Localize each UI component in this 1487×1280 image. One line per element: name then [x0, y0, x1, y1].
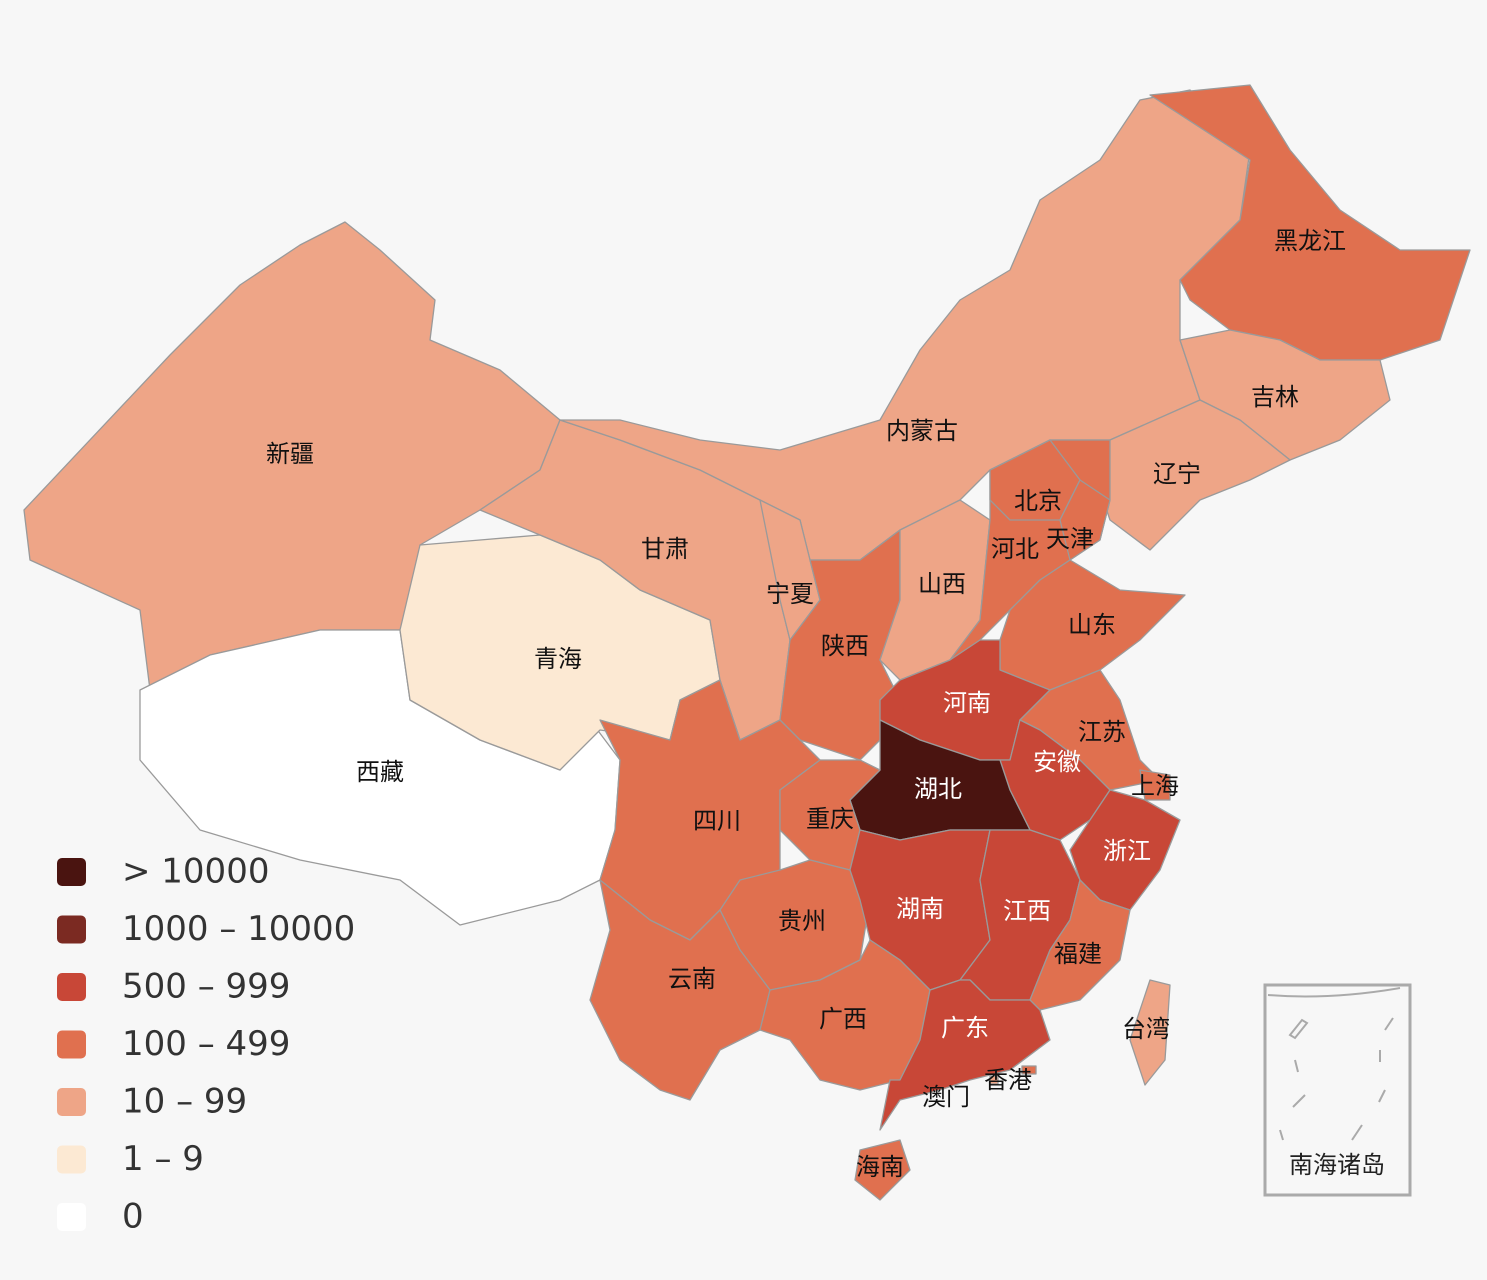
- province-label: 北京: [1014, 487, 1062, 515]
- province-label: 河南: [943, 689, 991, 717]
- legend-label: 1 – 9: [122, 1139, 204, 1179]
- province-label: 海南: [856, 1153, 904, 1181]
- legend-swatch: [57, 1145, 86, 1174]
- province-label: 云南: [668, 965, 716, 993]
- legend-label: > 10000: [122, 852, 269, 892]
- province-label: 湖北: [914, 775, 962, 803]
- province-label: 安徽: [1033, 748, 1081, 776]
- province: [1021, 1065, 1037, 1075]
- province-label: 黑龙江: [1274, 227, 1346, 255]
- province-label: 江西: [1003, 897, 1051, 925]
- province-label: 陕西: [821, 632, 869, 660]
- legend-label: 100 – 499: [122, 1024, 290, 1064]
- province-label: 上海: [1131, 772, 1179, 800]
- province-label: 广东: [941, 1014, 989, 1042]
- province: [1059, 479, 1111, 561]
- legend-label: 500 – 999: [122, 967, 290, 1007]
- province-label: 台湾: [1122, 1015, 1170, 1043]
- province-label: 香港: [984, 1066, 1032, 1094]
- legend-swatch: [57, 1203, 86, 1231]
- province-label: 山东: [1068, 611, 1116, 639]
- province-label: 浙江: [1103, 837, 1151, 865]
- legend: > 10000 1000 – 10000 500 – 999 100 – 499 10 …: [57, 852, 355, 1237]
- legend-label: 0: [122, 1197, 144, 1237]
- inset-label: 南海诸岛: [1289, 1151, 1385, 1179]
- province: [879, 979, 1051, 1131]
- province-label: 广西: [819, 1005, 867, 1033]
- province-label: 内蒙古: [886, 417, 958, 445]
- legend-swatch: [57, 1088, 86, 1116]
- province-label: 江苏: [1078, 718, 1126, 746]
- province: [1129, 979, 1171, 1086]
- legend-label: 10 – 99: [122, 1082, 247, 1122]
- province-label: 青海: [534, 645, 582, 673]
- province-label: 湖南: [896, 895, 944, 923]
- inset-coast: [1267, 987, 1401, 998]
- province-label: 甘肃: [641, 535, 689, 563]
- legend-swatch: [57, 915, 86, 944]
- province: [1069, 789, 1181, 911]
- legend-label: 1000 – 10000: [122, 909, 355, 949]
- legend-swatch: [57, 858, 86, 886]
- province-label: 辽宁: [1153, 460, 1201, 488]
- province-label: 澳门: [922, 1083, 970, 1111]
- inset-frame: [1263, 983, 1412, 1197]
- inset-islands: [1279, 1017, 1394, 1141]
- legend-swatch: [57, 973, 86, 1001]
- province-label: 福建: [1054, 940, 1102, 968]
- province-label: 重庆: [806, 805, 854, 833]
- province-label: 天津: [1046, 525, 1094, 553]
- province: [779, 759, 881, 871]
- province: [589, 879, 771, 1101]
- province-label: 河北: [991, 535, 1039, 563]
- province: [854, 1139, 911, 1201]
- province-label: 四川: [693, 807, 741, 835]
- province: [989, 1075, 999, 1085]
- province-label: 贵州: [778, 907, 826, 935]
- province-label: 山西: [918, 570, 966, 598]
- province: [1139, 769, 1171, 801]
- province-label: 新疆: [266, 440, 314, 468]
- regions: [23, 84, 1471, 1201]
- province-label: 西藏: [356, 758, 404, 786]
- inset: 南海诸岛: [1263, 983, 1412, 1197]
- province-label: 吉林: [1251, 383, 1299, 411]
- legend-swatch: [57, 1030, 86, 1059]
- province-label: 宁夏: [766, 580, 814, 608]
- province: [1029, 879, 1131, 1011]
